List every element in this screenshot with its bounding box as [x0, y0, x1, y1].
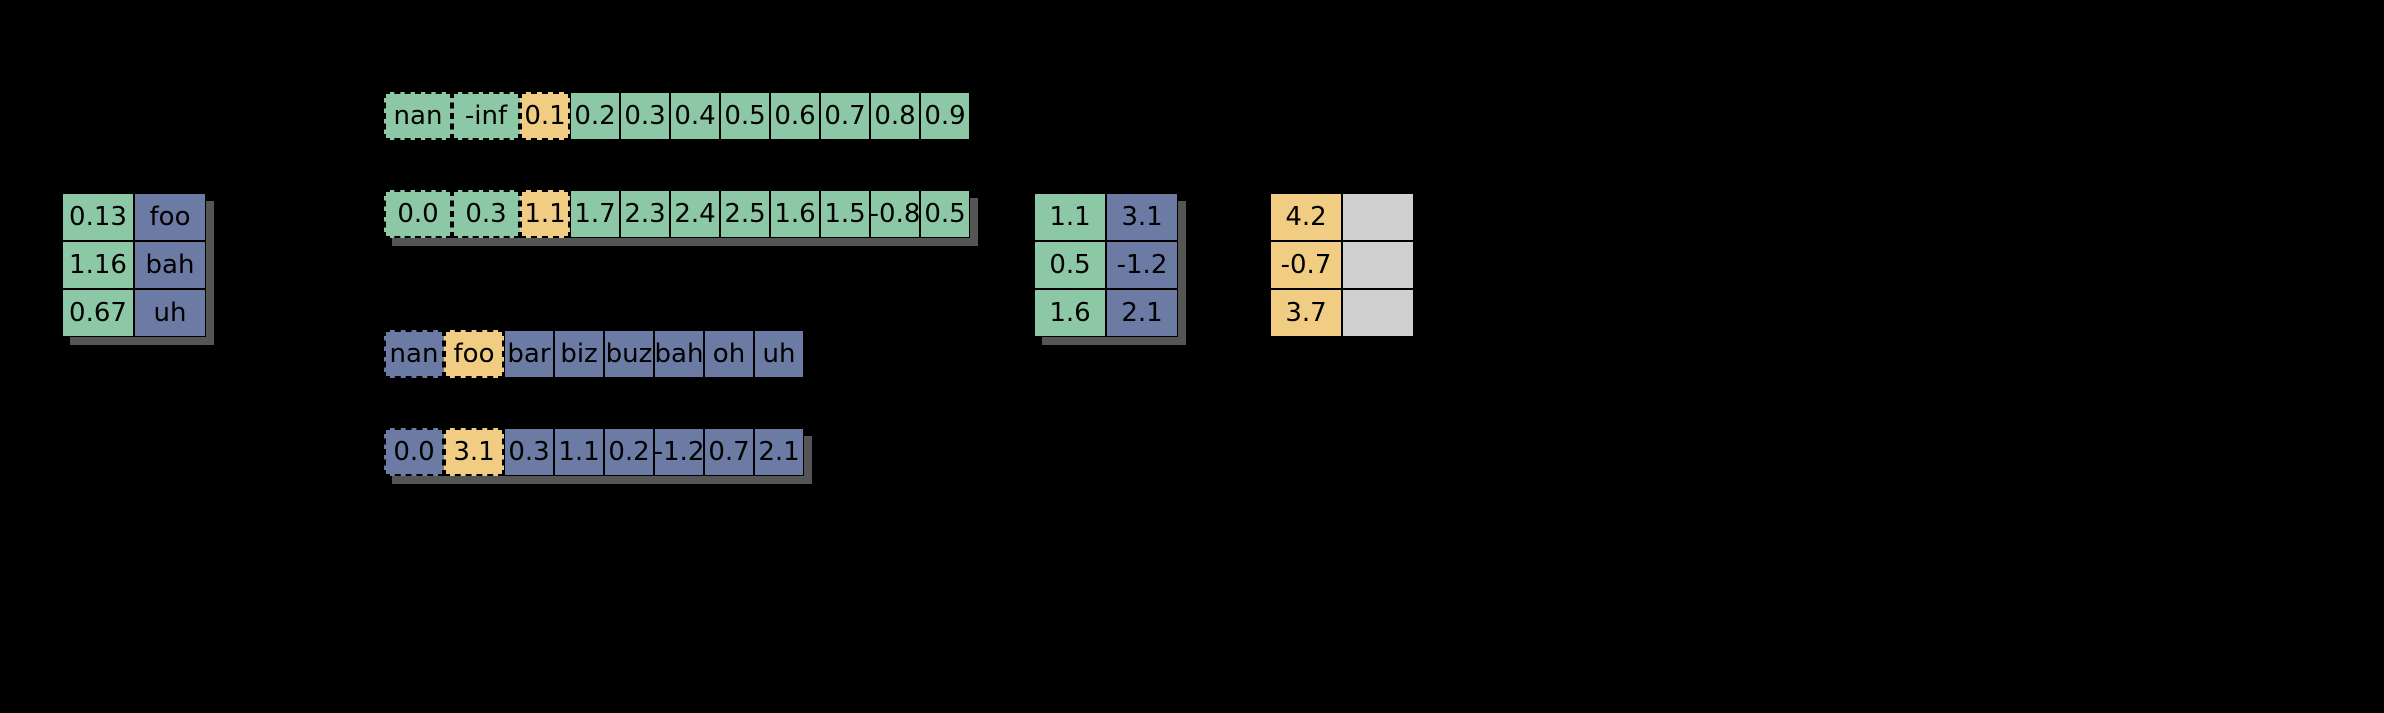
sum-cell [1342, 241, 1414, 289]
numeric-bins-cell: 0.4 [670, 92, 720, 140]
numeric-weights-cell: 1.5 [820, 190, 870, 238]
sum-cell [1342, 289, 1414, 337]
lookup-cell: 3.1 [1106, 193, 1178, 241]
numeric-bins-cell: 0.8 [870, 92, 920, 140]
categorical-vocab-cell: uh [754, 330, 804, 378]
numeric-bins-cell: 0.5 [720, 92, 770, 140]
numeric-weights-cell: 2.4 [670, 190, 720, 238]
categorical-vocab-cell: foo [444, 330, 504, 378]
numeric-weights-cell: -0.8 [870, 190, 920, 238]
numeric-weights-cell: 2.3 [620, 190, 670, 238]
categorical-weights-cell: 1.1 [554, 428, 604, 476]
categorical-weights-cell: 2.1 [754, 428, 804, 476]
input-cell: uh [134, 289, 206, 337]
categorical-vocab-cell: nan [384, 330, 444, 378]
categorical-vocab-cell: bar [504, 330, 554, 378]
lookup-cell: 0.5 [1034, 241, 1106, 289]
numeric-weights-cell: 0.3 [452, 190, 520, 238]
numeric-weights-cell: 0.5 [920, 190, 970, 238]
categorical-vocab-cell: biz [554, 330, 604, 378]
categorical-weights-cell: 0.7 [704, 428, 754, 476]
categorical-weights-cell: -1.2 [654, 428, 704, 476]
lookup-cell: 1.1 [1034, 193, 1106, 241]
categorical-vocab-cell: oh [704, 330, 754, 378]
numeric-bins-cell: 0.6 [770, 92, 820, 140]
categorical-vocab-cell: bah [654, 330, 704, 378]
categorical-weights-cell: 0.2 [604, 428, 654, 476]
lookup-cell: -1.2 [1106, 241, 1178, 289]
numeric-bins-cell: 0.9 [920, 92, 970, 140]
categorical-weights-cell: 3.1 [444, 428, 504, 476]
input-cell: foo [134, 193, 206, 241]
numeric-bins-cell: 0.7 [820, 92, 870, 140]
sum-cell: 3.7 [1270, 289, 1342, 337]
lookup-cell: 2.1 [1106, 289, 1178, 337]
categorical-weights-cell: 0.3 [504, 428, 554, 476]
sum-cell: 4.2 [1270, 193, 1342, 241]
lookup-cell: 1.6 [1034, 289, 1106, 337]
numeric-weights-cell: 0.0 [384, 190, 452, 238]
sum-cell: -0.7 [1270, 241, 1342, 289]
categorical-vocab-cell: buz [604, 330, 654, 378]
numeric-weights-cell: 2.5 [720, 190, 770, 238]
sum-cell [1342, 193, 1414, 241]
input-cell: 1.16 [62, 241, 134, 289]
numeric-weights-cell: 1.1 [520, 190, 570, 238]
numeric-bins-cell: nan [384, 92, 452, 140]
numeric-bins-cell: 0.2 [570, 92, 620, 140]
input-cell: 0.67 [62, 289, 134, 337]
numeric-weights-cell: 1.6 [770, 190, 820, 238]
input-cell: bah [134, 241, 206, 289]
categorical-weights-cell: 0.0 [384, 428, 444, 476]
numeric-bins-cell: 0.3 [620, 92, 670, 140]
numeric-bins-cell: -inf [452, 92, 520, 140]
input-cell: 0.13 [62, 193, 134, 241]
numeric-weights-cell: 1.7 [570, 190, 620, 238]
numeric-bins-cell: 0.1 [520, 92, 570, 140]
